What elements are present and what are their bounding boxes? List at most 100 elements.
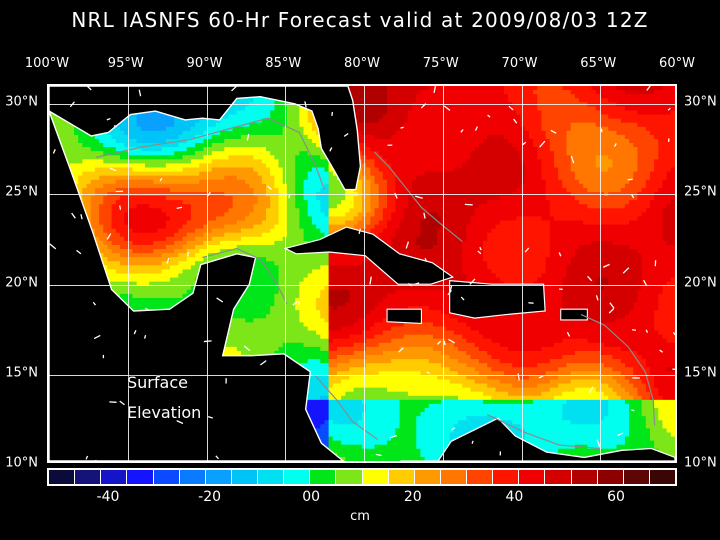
velocity-vector xyxy=(449,285,453,292)
velocity-vector xyxy=(389,434,398,439)
landmass xyxy=(49,110,345,461)
velocity-vector xyxy=(631,409,635,412)
velocity-vector xyxy=(398,347,404,353)
graticule-parallel xyxy=(49,194,675,196)
velocity-vector xyxy=(608,308,615,314)
colorbar-segment xyxy=(649,470,675,484)
velocity-vector xyxy=(602,263,610,268)
velocity-vector xyxy=(259,360,267,366)
velocity-vector xyxy=(145,307,150,312)
velocity-vector xyxy=(358,228,362,234)
velocity-vector xyxy=(513,118,518,124)
velocity-vector xyxy=(95,459,97,461)
velocity-vector xyxy=(143,334,147,339)
velocity-vector xyxy=(487,114,491,118)
velocity-vector xyxy=(433,86,437,93)
velocity-vector xyxy=(588,386,594,393)
variable-label-line2: Elevation xyxy=(127,403,202,422)
lat-tick-label-left: 20°N xyxy=(5,275,38,291)
velocity-vector xyxy=(231,86,238,92)
velocity-vector xyxy=(93,334,101,340)
velocity-vector xyxy=(672,331,675,336)
landmass xyxy=(283,226,455,285)
velocity-vector xyxy=(645,329,649,333)
map-plot-area: Surface Elevation xyxy=(47,84,677,463)
velocity-vector xyxy=(85,455,89,460)
landmass xyxy=(449,279,546,319)
velocity-vector xyxy=(215,455,219,460)
colorbar-segment xyxy=(623,470,650,484)
lat-tick-label-right: 30°N xyxy=(684,94,717,110)
colorbar-segment xyxy=(231,470,258,484)
colorbar-segment xyxy=(493,470,520,484)
colorbar-segment xyxy=(597,470,624,484)
lon-tick-label: 80°W xyxy=(344,56,380,71)
map-clip: Surface Elevation xyxy=(49,86,675,461)
velocity-vector xyxy=(92,301,97,306)
velocity-vector xyxy=(550,129,557,134)
velocity-vector xyxy=(76,249,82,255)
colorbar-segment xyxy=(179,470,206,484)
graticule-parallel xyxy=(49,104,675,106)
lon-tick-label: 90°W xyxy=(186,56,223,71)
colorbar-segment xyxy=(440,470,467,484)
colorbar-tick-label: -20 xyxy=(198,489,222,505)
lat-tick-label-left: 25°N xyxy=(5,184,38,200)
velocity-vector xyxy=(443,105,451,111)
lat-tick-label-left: 30°N xyxy=(5,94,38,110)
velocity-vector xyxy=(343,133,349,137)
velocity-vector xyxy=(186,251,189,257)
graticule-meridian xyxy=(127,86,129,461)
velocity-vector xyxy=(627,178,633,181)
lon-tick-label: 95°W xyxy=(107,56,144,71)
velocity-vector xyxy=(243,345,251,352)
graticule-meridian xyxy=(521,86,523,461)
landmass xyxy=(49,86,362,191)
velocity-vector xyxy=(595,295,599,301)
velocity-vector xyxy=(266,185,272,190)
velocity-vector xyxy=(617,432,624,437)
velocity-vector xyxy=(538,375,544,379)
velocity-vector xyxy=(477,250,482,255)
bathymetry-contour xyxy=(95,117,325,190)
velocity-vector xyxy=(517,373,520,381)
lon-tick-label: 65°W xyxy=(580,56,617,71)
velocity-vector xyxy=(207,415,214,419)
landmass xyxy=(386,308,422,325)
velocity-vector xyxy=(329,147,333,152)
velocity-vector xyxy=(539,140,546,148)
colorbar-segment xyxy=(310,470,337,484)
variable-label-line1: Surface xyxy=(127,373,188,392)
velocity-vector xyxy=(558,252,562,257)
velocity-vector xyxy=(292,301,298,306)
bathymetry-contour xyxy=(486,414,600,450)
figure-title: NRL IASNFS 60-Hr Forecast valid at 2009/… xyxy=(71,8,649,32)
colorbar-segment xyxy=(336,470,363,484)
colorbar-segment xyxy=(205,470,232,484)
velocity-vector xyxy=(451,427,456,431)
velocity-vector xyxy=(106,233,112,240)
velocity-vector xyxy=(119,400,125,406)
velocity-vector xyxy=(667,107,671,111)
velocity-vector xyxy=(176,206,183,210)
graticule-meridian xyxy=(285,86,287,461)
velocity-vector xyxy=(570,155,575,164)
velocity-vector xyxy=(216,297,224,303)
colorbar-tick-label: -40 xyxy=(96,489,120,505)
colorbar-segment xyxy=(49,470,76,484)
velocity-vector xyxy=(375,453,382,457)
velocity-vector xyxy=(424,257,427,262)
velocity-vector xyxy=(460,296,465,301)
velocity-vector xyxy=(203,340,212,343)
velocity-vector xyxy=(469,278,476,285)
colorbar-tick-label: 20 xyxy=(403,489,422,505)
colorbar-tick-label: 60 xyxy=(607,489,625,505)
velocity-vector xyxy=(176,420,184,425)
velocity-vector xyxy=(474,126,479,131)
variable-label: Surface Elevation xyxy=(127,368,201,428)
lon-tick-label: 75°W xyxy=(422,56,459,71)
velocity-vector xyxy=(524,247,530,253)
colorbar-segment xyxy=(414,470,441,484)
velocity-vector xyxy=(622,267,630,274)
